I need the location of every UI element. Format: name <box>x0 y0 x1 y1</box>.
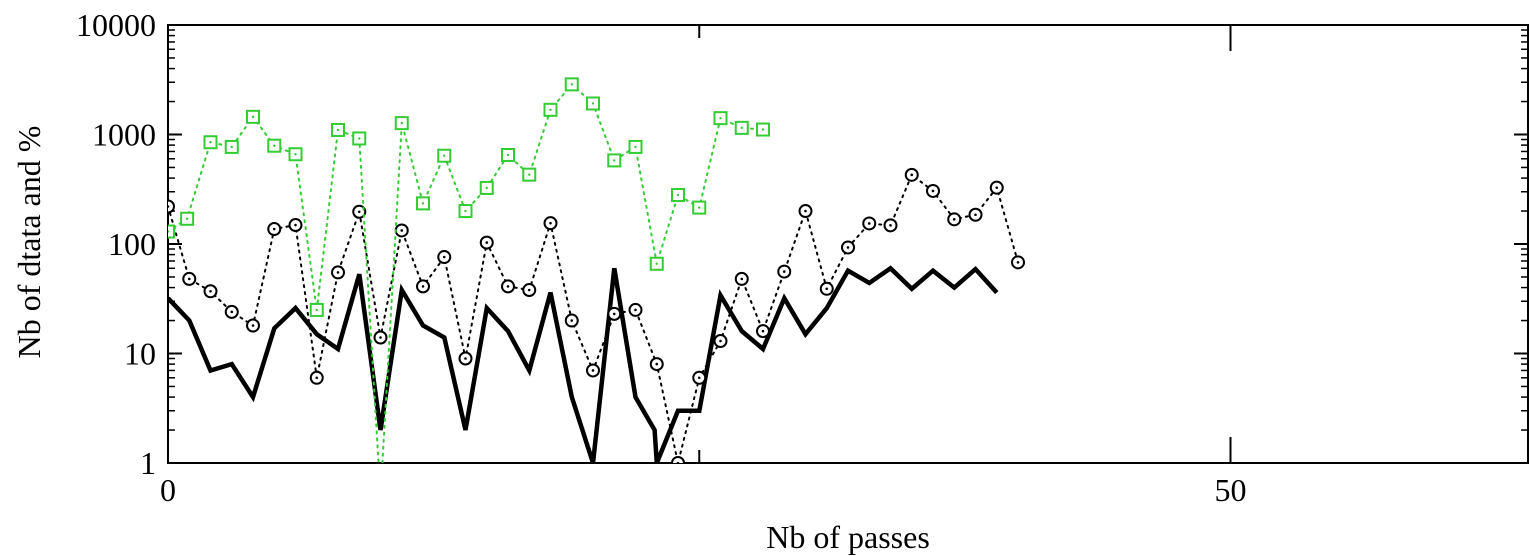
data-point-circle-dot <box>952 218 956 221</box>
x-tick-label: 0 <box>160 472 176 508</box>
data-point-circle-dot <box>1016 261 1020 264</box>
series-line-dotted-squares <box>168 82 764 463</box>
data-point-square-dot <box>294 153 297 156</box>
data-point-circle-dot <box>336 271 340 274</box>
data-point-square-dot <box>400 121 403 125</box>
data-point-circle-dot <box>400 229 404 232</box>
data-point-circle-dot <box>442 255 446 259</box>
data-point-square-dot <box>528 173 531 176</box>
data-point-circle-dot <box>485 241 489 244</box>
data-point-circle-dot <box>294 223 297 227</box>
data-point-square-dot <box>655 262 658 265</box>
data-point-square-dot <box>315 308 318 312</box>
data-point-square-dot <box>209 141 212 144</box>
data-point-circle-dot <box>251 324 255 327</box>
data-point-circle-dot <box>995 186 999 189</box>
y-tick-label: 1 <box>140 445 156 481</box>
data-point-circle-dot <box>719 339 722 343</box>
data-point-square-dot <box>698 206 701 209</box>
axes <box>167 24 1529 464</box>
series-layer <box>168 77 1025 463</box>
data-point-square-dot <box>230 145 233 149</box>
data-point-circle-dot <box>187 277 191 281</box>
data-point-circle-dot <box>889 224 892 227</box>
data-point-circle-dot <box>591 369 595 372</box>
x-axis-label: Nb of passes <box>766 519 930 555</box>
data-point-square-dot <box>185 217 189 220</box>
data-point-circle-dot <box>168 205 170 208</box>
data-point-square-dot <box>506 153 510 157</box>
data-point-circle-dot <box>846 246 850 249</box>
y-tick-label: 100 <box>108 226 156 262</box>
data-point-circle-dot <box>209 289 212 293</box>
data-point-circle-dot <box>655 362 659 366</box>
data-point-circle-dot <box>974 213 977 217</box>
data-point-circle-dot <box>825 287 829 291</box>
data-point-square-dot <box>613 159 616 162</box>
data-point-circle-dot <box>634 308 637 312</box>
data-point-circle-dot <box>867 222 871 225</box>
data-point-circle-dot <box>357 210 361 214</box>
data-point-circle-dot <box>761 329 765 333</box>
data-point-square-dot <box>464 209 467 213</box>
data-point-square-dot <box>358 137 361 140</box>
data-point-circle-dot <box>910 173 914 177</box>
data-point-circle-dot <box>506 285 510 288</box>
y-tick-label: 10000 <box>76 7 156 43</box>
data-point-circle-dot <box>782 270 786 273</box>
data-point-circle-dot <box>570 319 574 322</box>
data-point-square-dot <box>251 115 255 119</box>
data-point-circle-dot <box>464 357 467 360</box>
data-point-square-dot <box>273 144 276 147</box>
data-point-circle-dot <box>421 285 425 288</box>
y-tick-label: 1000 <box>92 117 156 153</box>
data-point-circle-dot <box>804 209 807 213</box>
y-axis-label: Nb of dtata and % <box>11 126 47 359</box>
data-point-circle-dot <box>527 288 531 292</box>
data-point-circle <box>168 199 175 214</box>
data-point-circle-dot <box>612 312 616 316</box>
x-tick-label: 50 <box>1215 472 1247 508</box>
data-point-square-dot <box>634 145 637 149</box>
data-point-square-dot <box>591 102 595 105</box>
data-point-square-dot <box>549 108 552 112</box>
data-point-circle-dot <box>931 189 935 193</box>
data-point-square-dot <box>676 193 680 197</box>
data-point-circle-dot <box>315 376 319 380</box>
data-point-square-dot <box>421 202 425 205</box>
data-point-square-dot <box>761 128 765 131</box>
data-point-circle-dot <box>549 221 552 225</box>
data-point-square-dot <box>719 116 722 120</box>
data-point-square-dot <box>570 83 573 86</box>
data-point-square-dot <box>168 230 170 233</box>
data-point-square-dot <box>740 126 743 130</box>
data-point-circle-dot <box>230 310 234 314</box>
data-point-circle-dot <box>272 227 276 231</box>
data-point-circle-dot <box>379 336 382 339</box>
data-point-square-dot <box>443 154 446 157</box>
data-point-circle-dot <box>697 376 701 380</box>
data-point-circle-dot <box>740 277 744 281</box>
series-line-solid-thick <box>168 265 999 463</box>
tick-labels: 1 10 100 1000 10000 0 50 <box>76 7 1247 508</box>
y-tick-label: 10 <box>124 336 156 372</box>
data-point-circle <box>671 456 685 463</box>
data-point-square <box>168 224 175 239</box>
data-point-square-dot <box>336 128 340 132</box>
series-clip-group <box>168 77 1025 463</box>
data-point-circle-dot <box>676 461 680 463</box>
data-point-square-dot <box>485 186 488 190</box>
